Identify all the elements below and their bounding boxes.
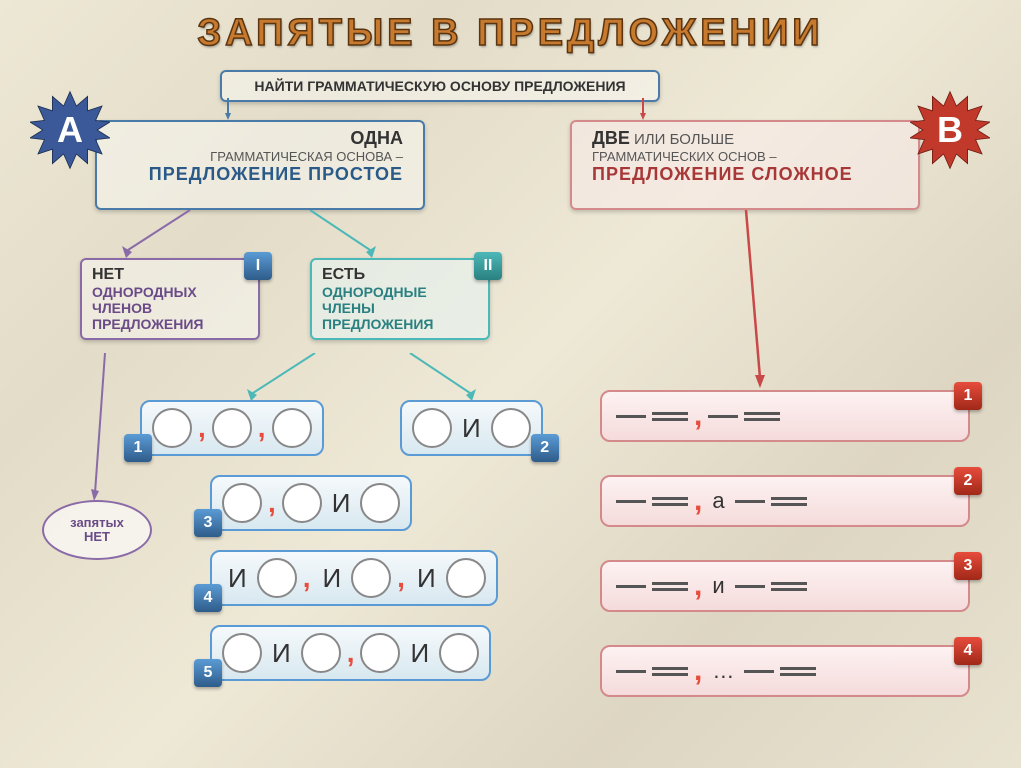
pattern-badge: 1 — [124, 434, 152, 462]
circle — [351, 558, 391, 598]
simple-pattern-4: И,И,И4 — [210, 550, 498, 606]
root-box: НАЙТИ ГРАММАТИЧЕСКУЮ ОСНОВУ ПРЕДЛОЖЕНИЯ — [220, 70, 660, 102]
simple-pattern-3: ,И3 — [210, 475, 412, 531]
box-ii-l1: ЕСТЬ — [322, 266, 478, 284]
subject-dash — [616, 585, 646, 588]
comma: , — [345, 643, 357, 663]
conjunction: а — [708, 488, 728, 514]
conjunction: И — [456, 413, 487, 444]
comma: , — [196, 418, 208, 438]
root-text: НАЙТИ ГРАММАТИЧЕСКУЮ ОСНОВУ ПРЕДЛОЖЕНИЯ — [254, 78, 625, 94]
conjunction: И — [316, 563, 347, 594]
comma: , — [301, 568, 313, 588]
predicate-line — [771, 497, 807, 506]
conjunction: и — [708, 573, 728, 599]
conjunction: И — [326, 488, 357, 519]
simple-pattern-2: И2 — [400, 400, 543, 456]
complex-pattern-2: ,а2 — [600, 475, 970, 527]
complex-pattern-3: ,и3 — [600, 560, 970, 612]
circle — [446, 558, 486, 598]
predicate-line — [744, 412, 780, 421]
oval-l2: НЕТ — [84, 530, 110, 544]
subject-dash — [744, 670, 774, 673]
subject-dash — [735, 500, 765, 503]
badge-ii: II — [474, 252, 502, 280]
circle — [360, 633, 400, 673]
simple-pattern-5: И,И5 — [210, 625, 491, 681]
pattern-badge: 4 — [954, 637, 982, 665]
box-ii-l4: ПРЕДЛОЖЕНИЯ — [322, 316, 478, 332]
circle — [491, 408, 531, 448]
predicate-line — [652, 412, 688, 421]
box-i-l1: НЕТ — [92, 266, 248, 284]
conjunction: И — [266, 638, 297, 669]
circle — [257, 558, 297, 598]
predicate-line — [652, 667, 688, 676]
box-ii-l2: ОДНОРОДНЫЕ — [322, 284, 478, 300]
pattern-badge: 5 — [194, 659, 222, 687]
circle — [439, 633, 479, 673]
comma: , — [694, 665, 702, 677]
pattern-badge: 2 — [531, 434, 559, 462]
box-i-l2: ОДНОРОДНЫХ — [92, 284, 248, 300]
subject-dash — [708, 415, 738, 418]
circle — [282, 483, 322, 523]
comma: , — [694, 495, 702, 507]
predicate-line — [780, 667, 816, 676]
comma: , — [256, 418, 268, 438]
simple-pattern-1: ,,1 — [140, 400, 324, 456]
predicate-line — [652, 497, 688, 506]
box-b-l2: ГРАММАТИЧЕСКИХ ОСНОВ – — [592, 149, 908, 164]
pattern-badge: 4 — [194, 584, 222, 612]
box-a-l3: ПРЕДЛОЖЕНИЕ ПРОСТОЕ — [107, 164, 403, 185]
comma: , — [266, 493, 278, 513]
star-a: А — [30, 90, 110, 170]
conjunction: И — [411, 563, 442, 594]
main-title: ЗАПЯТЫЕ В ПРЕДЛОЖЕНИИ — [20, 12, 1001, 55]
pattern-badge: 3 — [194, 509, 222, 537]
complex-pattern-4: ,…4 — [600, 645, 970, 697]
star-b: В — [910, 90, 990, 170]
oval-l1: запятых — [70, 516, 124, 530]
comma: , — [395, 568, 407, 588]
complex-pattern-1: ,1 — [600, 390, 970, 442]
pattern-badge: 3 — [954, 552, 982, 580]
conjunction: И — [222, 563, 253, 594]
subject-dash — [735, 585, 765, 588]
oval-no-commas: запятых НЕТ — [42, 500, 152, 560]
circle — [152, 408, 192, 448]
pattern-badge: 2 — [954, 467, 982, 495]
box-complex: ДВЕ ИЛИ БОЛЬШЕ ГРАММАТИЧЕСКИХ ОСНОВ – ПР… — [570, 120, 920, 210]
predicate-line — [771, 582, 807, 591]
box-ii-l3: ЧЛЕНЫ — [322, 300, 478, 316]
box-i-l4: ПРЕДЛОЖЕНИЯ — [92, 316, 248, 332]
subject-dash — [616, 415, 646, 418]
subject-dash — [616, 670, 646, 673]
circle — [212, 408, 252, 448]
box-has-homog: ЕСТЬ ОДНОРОДНЫЕ ЧЛЕНЫ ПРЕДЛОЖЕНИЯ II — [310, 258, 490, 340]
badge-i: I — [244, 252, 272, 280]
circle — [222, 633, 262, 673]
box-no-homog: НЕТ ОДНОРОДНЫХ ЧЛЕНОВ ПРЕДЛОЖЕНИЯ I — [80, 258, 260, 340]
circle — [301, 633, 341, 673]
conjunction: … — [708, 658, 738, 684]
comma: , — [694, 410, 702, 422]
box-b-l1: ДВЕ ИЛИ БОЛЬШЕ — [592, 128, 908, 149]
box-a-l1: ОДНА — [107, 128, 403, 149]
box-b-l3: ПРЕДЛОЖЕНИЕ СЛОЖНОЕ — [592, 164, 908, 185]
circle — [360, 483, 400, 523]
predicate-line — [652, 582, 688, 591]
comma: , — [694, 580, 702, 592]
circle — [412, 408, 452, 448]
box-simple: ОДНА ГРАММАТИЧЕСКАЯ ОСНОВА – ПРЕДЛОЖЕНИЕ… — [95, 120, 425, 210]
circle — [222, 483, 262, 523]
pattern-badge: 1 — [954, 382, 982, 410]
box-a-l2: ГРАММАТИЧЕСКАЯ ОСНОВА – — [107, 149, 403, 164]
conjunction: И — [404, 638, 435, 669]
box-i-l3: ЧЛЕНОВ — [92, 300, 248, 316]
subject-dash — [616, 500, 646, 503]
circle — [272, 408, 312, 448]
